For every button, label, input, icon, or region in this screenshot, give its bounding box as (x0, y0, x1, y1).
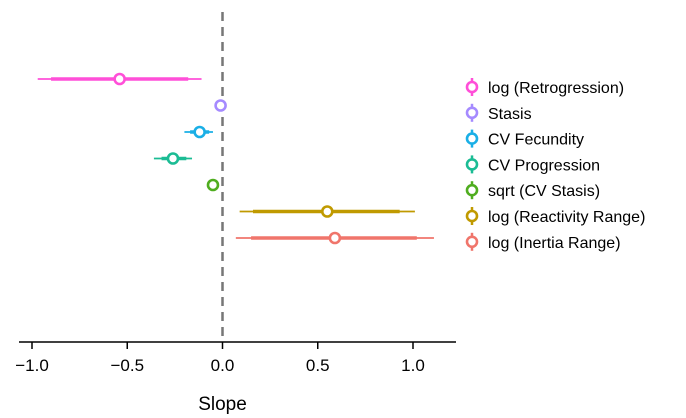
x-tick-label: 0.0 (211, 356, 235, 375)
legend-label: CV Progression (488, 157, 600, 174)
legend-key-marker (465, 106, 479, 120)
legend-label: CV Fecundity (488, 132, 584, 149)
series-point-estimate (206, 178, 220, 192)
legend-key-marker (465, 80, 479, 94)
x-tick-label: 1.0 (401, 356, 425, 375)
legend-label: Stasis (488, 106, 532, 123)
legend-key-marker (465, 209, 479, 223)
legend-label: sqrt (CV Stasis) (488, 183, 600, 200)
legend-key-marker (465, 235, 479, 249)
x-tick-label: 0.5 (306, 356, 330, 375)
legend-key-marker (465, 183, 479, 197)
legend-label: log (Inertia Range) (488, 235, 621, 252)
legend-label: log (Reactivity Range) (488, 209, 645, 226)
legend-label: log (Retrogression) (488, 80, 624, 97)
series-point-estimate (193, 125, 206, 139)
legend-key-marker (465, 132, 479, 145)
x-axis-title: Slope (198, 394, 247, 415)
series-point-estimate (113, 72, 126, 86)
series-point-estimate (166, 152, 180, 165)
legend-key-marker (465, 158, 479, 171)
x-tick-label: −0.5 (110, 356, 144, 375)
x-tick-label: −1.0 (15, 356, 49, 375)
series-point-estimate (328, 231, 342, 245)
series-point-estimate (320, 205, 334, 218)
series-point-estimate (214, 99, 227, 112)
